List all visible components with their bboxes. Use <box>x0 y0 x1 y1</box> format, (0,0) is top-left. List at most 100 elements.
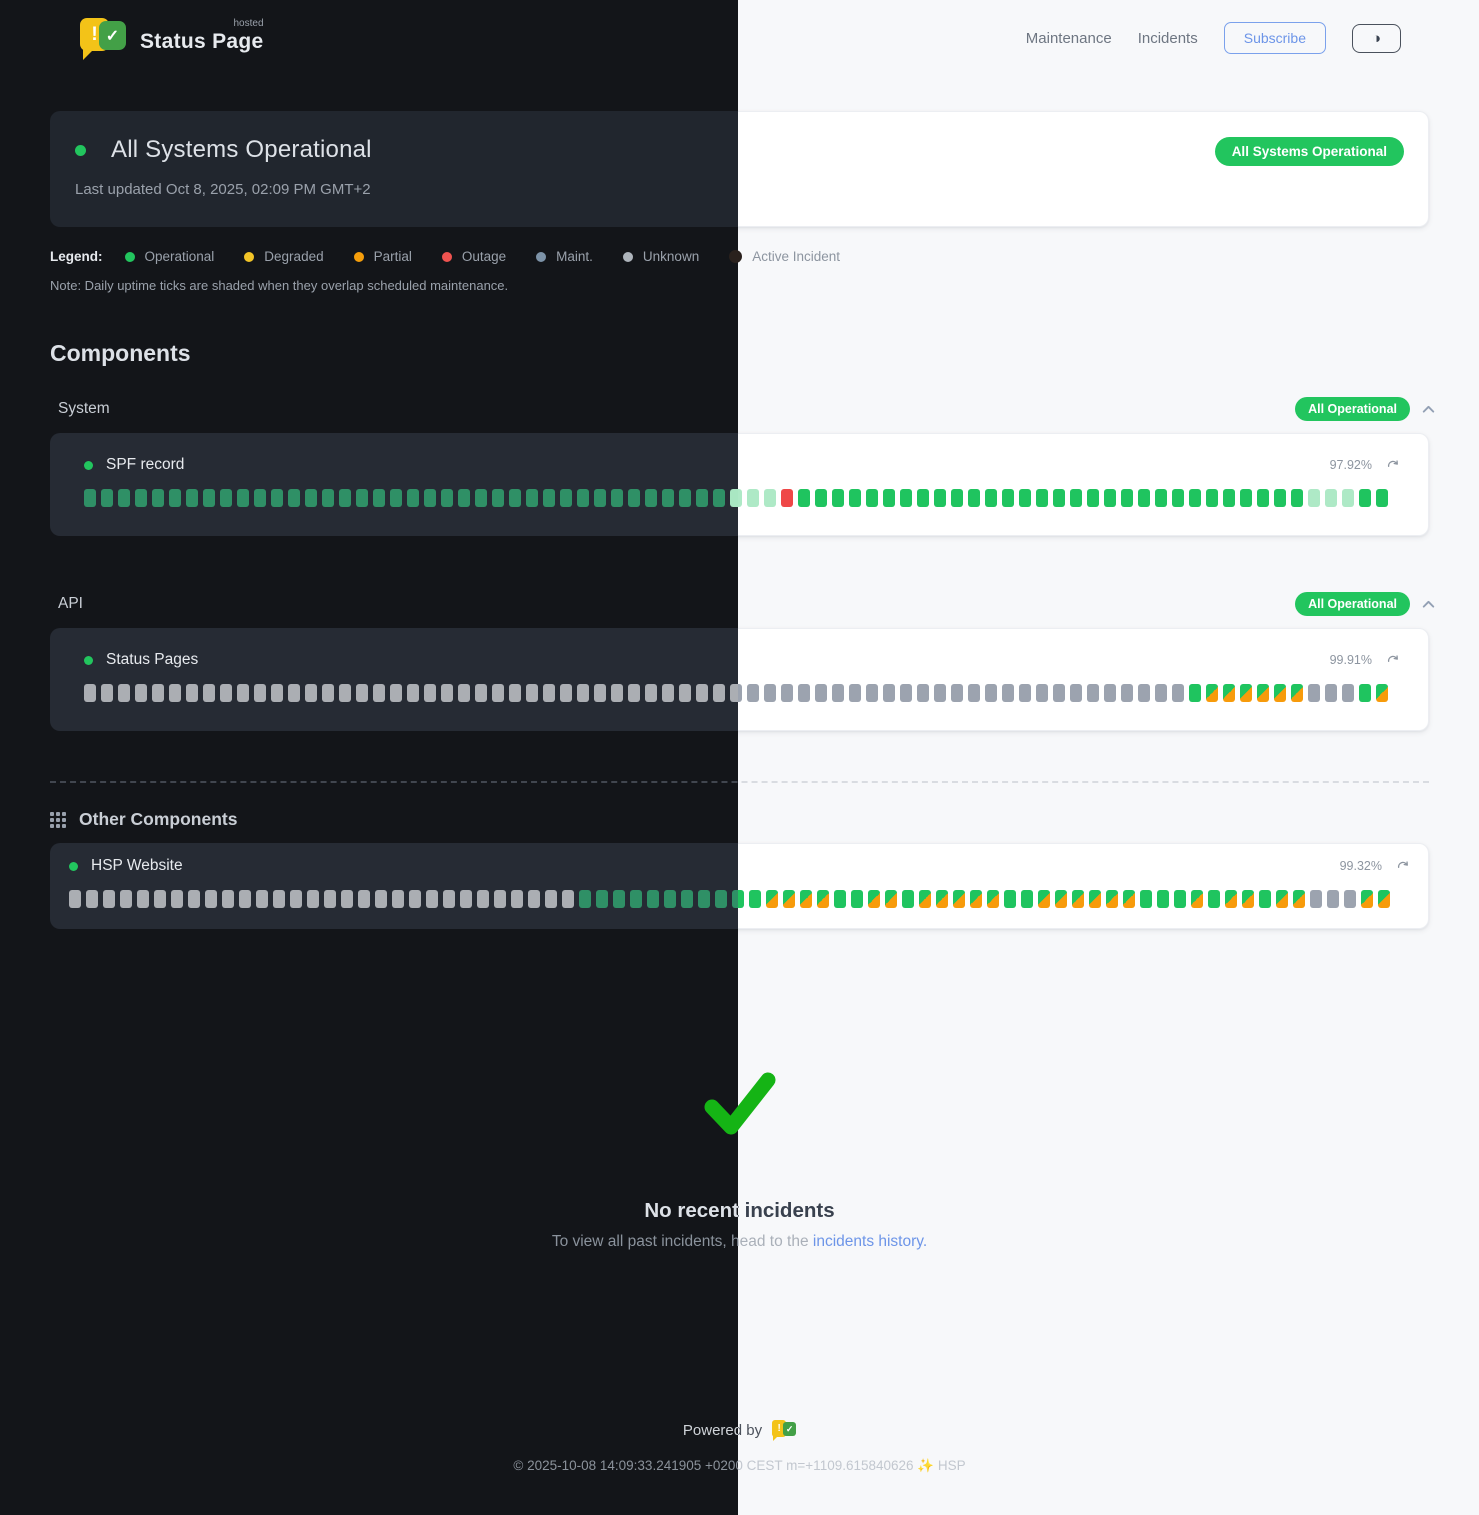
uptime-tick <box>696 684 708 702</box>
uptime-tick <box>560 489 572 507</box>
uptime-tick <box>560 684 572 702</box>
uptime-tick <box>169 489 181 507</box>
uptime-tick <box>985 684 997 702</box>
uptime-tick <box>494 890 506 908</box>
uptime-tick <box>970 890 982 908</box>
legend-note: Note: Daily uptime ticks are shaded when… <box>50 278 509 293</box>
uptime-tick <box>254 684 266 702</box>
uptime-tick <box>1036 489 1048 507</box>
uptime-tick <box>1072 890 1084 908</box>
uptime-tick <box>662 489 674 507</box>
uptime-tick <box>203 684 215 702</box>
uptime-tick <box>1121 684 1133 702</box>
uptime-tick <box>424 489 436 507</box>
uptime-tick <box>1291 684 1303 702</box>
uptime-tick <box>1274 489 1286 507</box>
active-incident-dot-icon <box>738 250 743 263</box>
operational-dot-icon <box>124 251 135 262</box>
uptime-tick <box>866 684 878 702</box>
uptime-tick <box>511 890 523 908</box>
uptime-tick <box>747 489 759 507</box>
legend-item-unknown: Unknown <box>622 249 699 264</box>
uptime-tick <box>1138 489 1150 507</box>
status-page-mini-logo-icon: ! ✓ <box>772 1419 797 1441</box>
logo-check-bubble: ✓ <box>99 21 126 50</box>
uptime-tick <box>1325 684 1337 702</box>
uptime-tick <box>781 684 793 702</box>
uptime-tick <box>152 489 164 507</box>
nav-maintenance[interactable]: Maintenance <box>1025 29 1112 47</box>
uptime-tick <box>987 890 999 908</box>
uptime-tick <box>1359 489 1371 507</box>
uptime-tick <box>171 890 183 908</box>
incidents-history-link[interactable]: incidents history. <box>812 1233 928 1250</box>
uptime-tick <box>577 489 589 507</box>
uptime-tick <box>373 489 385 507</box>
component-status-dot <box>69 861 78 871</box>
uptime-tick <box>409 890 421 908</box>
uptime-tick <box>152 684 164 702</box>
uptime-tick <box>1157 890 1169 908</box>
uptime-tick <box>1004 890 1016 908</box>
uptime-tick <box>902 890 914 908</box>
legend-item-operational: Operational <box>124 249 214 264</box>
uptime-tick <box>290 890 302 908</box>
uptime-tick <box>1002 489 1014 507</box>
uptime-tick <box>424 684 436 702</box>
uptime-tick <box>288 684 300 702</box>
uptime-tick <box>1206 684 1218 702</box>
uptime-tick <box>577 684 589 702</box>
uptime-tick <box>951 684 963 702</box>
refresh-icon[interactable] <box>1386 653 1400 667</box>
uptime-tick <box>526 684 538 702</box>
component-card-status-pages: Status Pages 99.91% <box>738 628 1429 731</box>
uptime-tick <box>1257 489 1269 507</box>
uptime-tick <box>1293 890 1305 908</box>
uptime-tick <box>715 890 727 908</box>
subscribe-button[interactable]: Subscribe <box>1223 22 1326 54</box>
legend-item-partial: Partial <box>353 249 412 264</box>
uptime-tick <box>1308 684 1320 702</box>
uptime-tick <box>1378 890 1390 908</box>
uptime-tick <box>1155 489 1167 507</box>
uptime-tick <box>645 489 657 507</box>
uptime-tick <box>118 489 130 507</box>
uptime-tick <box>154 890 166 908</box>
uptime-tick <box>458 684 470 702</box>
uptime-tick <box>86 890 98 908</box>
uptime-tick <box>1053 489 1065 507</box>
uptime-tick <box>475 684 487 702</box>
refresh-icon[interactable] <box>1386 458 1400 472</box>
uptime-tick <box>305 489 317 507</box>
uptime-tick <box>968 684 980 702</box>
uptime-tick <box>509 684 521 702</box>
theme-toggle-button[interactable]: ◑ <box>1352 23 1401 53</box>
uptime-tick <box>1138 684 1150 702</box>
copyright-text: © 2025-10-08 14:09:33.241905 +0200 CEST … <box>513 1458 966 1473</box>
uptime-tick <box>288 489 300 507</box>
uptime-tick <box>441 489 453 507</box>
group-api-name: API <box>58 595 83 612</box>
chevron-up-icon[interactable] <box>1420 401 1437 418</box>
uptime-tick <box>1089 890 1101 908</box>
uptime-tick <box>832 684 844 702</box>
uptime-tick <box>868 890 880 908</box>
uptime-tick <box>596 890 608 908</box>
refresh-icon[interactable] <box>1396 859 1410 873</box>
uptime-tick <box>237 684 249 702</box>
uptime-tick <box>1225 890 1237 908</box>
uptime-tick <box>220 489 232 507</box>
uptime-tick <box>1308 489 1320 507</box>
uptime-tick <box>120 890 132 908</box>
uptime-tick <box>698 890 710 908</box>
uptime-tick <box>764 684 776 702</box>
footer: Powered by ! ✓ © 2025-10-08 14:09:33.241… <box>513 1419 1479 1474</box>
nav-incidents[interactable]: Incidents <box>1137 29 1198 47</box>
uptime-tick <box>579 890 591 908</box>
uptime-percent: 99.91% <box>1329 653 1372 667</box>
uptime-tick <box>562 890 574 908</box>
chevron-up-icon[interactable] <box>1420 596 1437 613</box>
uptime-tick <box>681 890 693 908</box>
uptime-tick-bar <box>738 890 1410 908</box>
legend-item-outage: Outage <box>441 249 506 264</box>
